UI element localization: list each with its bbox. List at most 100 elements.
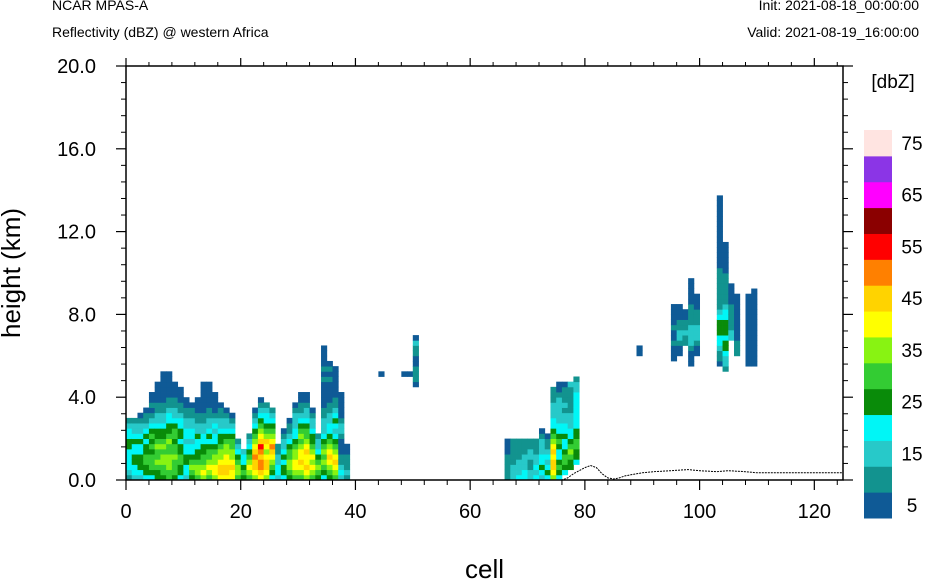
heatmap-cell (298, 397, 305, 403)
heatmap-cell (252, 407, 259, 414)
heatmap-cell (137, 459, 144, 465)
heatmap-cell (401, 371, 408, 377)
heatmap-cell (567, 438, 574, 445)
heatmap-cell (200, 469, 207, 476)
heatmap-cell (338, 428, 345, 434)
heatmap-cell (154, 438, 161, 445)
heatmap-cell (544, 454, 551, 460)
heatmap-cell (567, 428, 574, 434)
heatmap-cell (321, 474, 328, 481)
heatmap-cell (343, 459, 351, 465)
heatmap-cell (263, 402, 270, 408)
heatmap-cell (286, 443, 293, 450)
heatmap-cell (573, 386, 580, 393)
heatmap-cell (154, 464, 161, 471)
heatmap-cell (263, 433, 270, 440)
heatmap-cell (298, 423, 305, 429)
heatmap-cell (177, 386, 184, 393)
heatmap-cell (189, 428, 196, 434)
heatmap-cell (160, 386, 167, 393)
heatmap-cell (745, 298, 752, 305)
heatmap-cell (166, 371, 173, 377)
heatmap-cell (556, 438, 563, 445)
heatmap-cell (516, 438, 523, 445)
heatmap-cell (751, 309, 758, 315)
heatmap-cell (722, 329, 729, 336)
heatmap-cell (189, 407, 196, 414)
heatmap-cell (550, 407, 557, 414)
heatmap-cell (217, 448, 224, 455)
heatmap-cell (326, 433, 333, 440)
heatmap-cell (728, 293, 735, 300)
heatmap-cell (246, 448, 253, 455)
heatmap-cell (722, 366, 729, 372)
heatmap-cell (154, 417, 161, 424)
heatmap-cell (166, 469, 173, 476)
heatmap-cell (217, 428, 224, 434)
heatmap-cell (298, 392, 305, 398)
heatmap-cell (538, 474, 546, 481)
heatmap-cell (286, 433, 293, 440)
colorbar-swatch (864, 285, 892, 312)
heatmap-cell (716, 216, 723, 222)
heatmap-cell (154, 469, 161, 476)
heatmap-cell (223, 428, 230, 434)
x-tick-label: 60 (459, 501, 481, 523)
heatmap-cell (728, 309, 735, 315)
heatmap-cell (573, 412, 580, 419)
heatmap-cell (183, 454, 190, 460)
heatmap-cell (321, 376, 328, 383)
heatmap-cell (716, 226, 723, 233)
heatmap-cell (166, 412, 173, 419)
heatmap-cell (326, 412, 333, 419)
heatmap-cell (516, 464, 523, 471)
heatmap-cell (252, 423, 259, 429)
heatmap-cell (338, 412, 345, 419)
heatmap-cell (728, 314, 735, 320)
heatmap-cell (240, 474, 247, 481)
heatmap-cell (212, 428, 219, 434)
heatmap-cell (257, 454, 265, 460)
heatmap-cell (143, 454, 150, 460)
heatmap-cell (126, 423, 133, 429)
heatmap-cell (223, 417, 230, 424)
heatmap-cell (716, 298, 723, 305)
heatmap-cell (212, 469, 219, 476)
heatmap-cell (275, 464, 282, 471)
heatmap-cell (693, 293, 701, 300)
heatmap-cell (171, 438, 179, 445)
heatmap-cell (194, 402, 201, 408)
heatmap-cell (292, 402, 299, 408)
x-tick-label: 40 (344, 501, 366, 523)
heatmap-cell (194, 407, 201, 414)
heatmap-cell (332, 417, 339, 424)
heatmap-cell (298, 438, 305, 445)
heatmap-cell (728, 304, 735, 310)
heatmap-cell (212, 412, 219, 419)
heatmap-cell (321, 438, 328, 445)
heatmap-cell (538, 443, 546, 450)
heatmap-cell (561, 386, 569, 393)
heatmap-cell (171, 417, 179, 424)
heatmap-cell (269, 428, 276, 434)
heatmap-cell (240, 454, 247, 460)
heatmap-cell (332, 412, 339, 419)
heatmap-cell (693, 319, 701, 326)
heatmap-cell (234, 474, 242, 481)
heatmap-cell (177, 443, 184, 450)
heatmap-cell (573, 438, 580, 445)
heatmap-cell (286, 417, 293, 424)
heatmap-cell (521, 464, 528, 471)
heatmap-cell (275, 469, 282, 476)
heatmap-cell (166, 448, 173, 455)
heatmap-cell (131, 448, 138, 455)
heatmap-cell (332, 402, 339, 408)
heatmap-cell (326, 423, 333, 429)
heatmap-cell (751, 314, 758, 320)
x-tick-label: 120 (798, 501, 831, 523)
heatmap-cell (550, 397, 557, 403)
heatmap-cell (412, 376, 419, 383)
heatmap-cell (716, 236, 723, 243)
heatmap-cell (745, 309, 752, 315)
heatmap-cell (538, 454, 546, 460)
